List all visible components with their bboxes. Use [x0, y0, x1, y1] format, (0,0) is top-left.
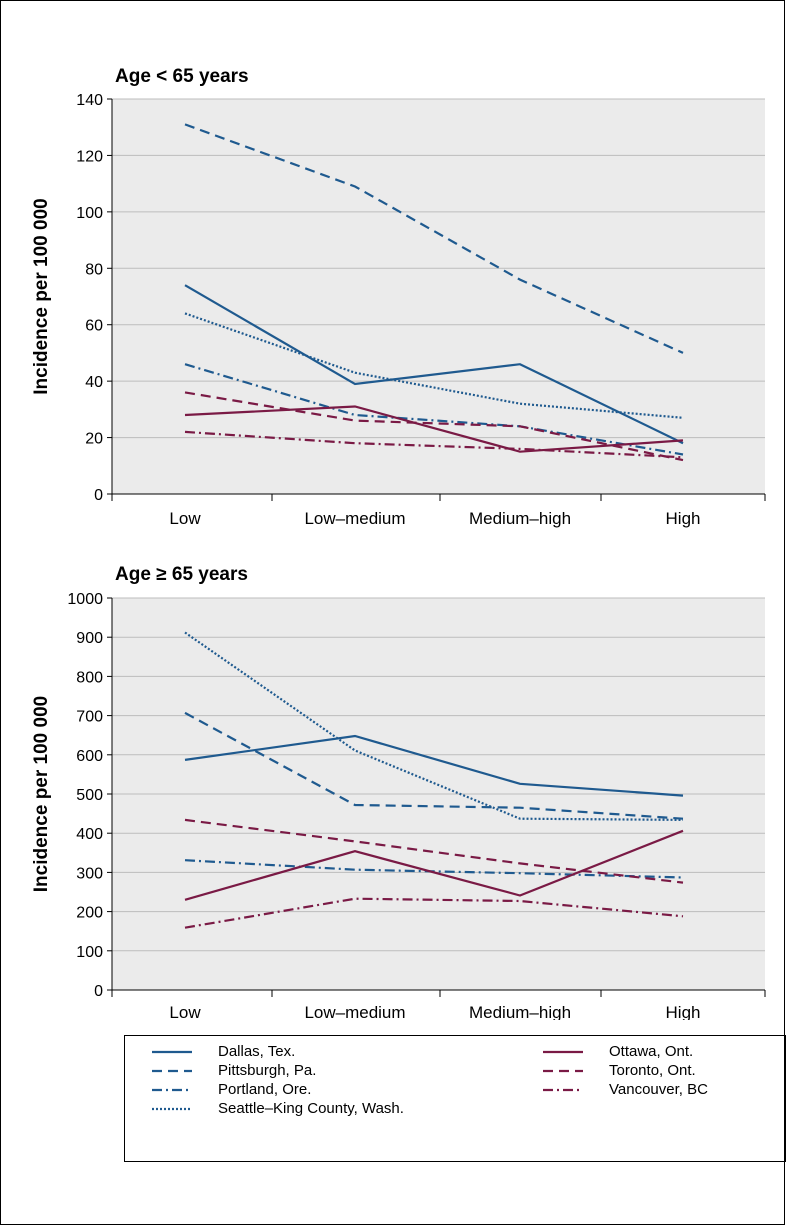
y-tick-label: 0: [94, 487, 103, 504]
series-line: [184, 897, 684, 929]
legend-swatch: [152, 1069, 192, 1073]
series-line: [184, 284, 684, 445]
y-tick-label: 100: [76, 205, 103, 222]
series-line: [184, 818, 684, 884]
y-tick-label: 800: [76, 669, 103, 686]
y-tick-label: 40: [85, 374, 103, 391]
y-tick-label: 1000: [67, 591, 103, 608]
y-axis-label: Incidence per 100 000: [31, 696, 52, 892]
y-tick-label: 60: [85, 318, 103, 335]
y-tick-label: 700: [76, 709, 103, 726]
chart-title: Age ≥ 65 years: [115, 564, 248, 585]
legend-swatch: [543, 1088, 583, 1092]
y-tick-label: 80: [85, 261, 103, 278]
series-line: [184, 363, 684, 456]
y-tick-label: 900: [76, 630, 103, 647]
legend-label: Dallas, Tex.: [218, 1043, 296, 1060]
series-line: [184, 829, 684, 901]
series-line: [184, 391, 684, 462]
figure-charts: 0 20 40 60 80 100 120 140 Low Low–medium Medium–hi…: [31, 66, 766, 1020]
x-tick-label: Medium–high: [469, 1003, 571, 1020]
series-line: [184, 405, 684, 453]
legend-swatch: [152, 1088, 192, 1092]
x-tick-label: Low–medium: [304, 1003, 405, 1020]
legend-swatch: [152, 1107, 192, 1111]
series-line: [184, 631, 684, 821]
chart-title: Age < 65 years: [115, 66, 249, 87]
series-line: [184, 711, 684, 820]
series-line: [184, 312, 684, 419]
legend-label: Seattle–King County, Wash.: [218, 1100, 404, 1117]
legend-label: Portland, Ore.: [218, 1081, 312, 1098]
x-tick-label: Low: [169, 509, 201, 528]
y-axis-label: Incidence per 100 000: [31, 198, 52, 394]
legend-swatch: [543, 1050, 583, 1054]
plot-area: [112, 99, 765, 494]
series-line: [184, 430, 684, 459]
series-line: [184, 734, 684, 797]
chart-panel: 0 100 200 300 400 500 600 700 800 900 1000 Low Low–m…: [31, 564, 766, 1020]
chart-panel: 0 20 40 60 80 100 120 140 Low Low–medium Medium–hi…: [31, 66, 766, 528]
legend: Dallas, Tex. Pittsburgh, Pa. Portland, O…: [124, 1035, 786, 1162]
legend-label: Ottawa, Ont.: [609, 1043, 694, 1060]
y-tick-label: 120: [76, 148, 103, 165]
x-tick-label: High: [666, 1003, 701, 1020]
legend-swatch: [543, 1069, 583, 1073]
y-tick-label: 200: [76, 905, 103, 922]
y-tick-label: 300: [76, 865, 103, 882]
x-tick-label: Low–medium: [304, 509, 405, 528]
series-line: [184, 123, 684, 354]
y-tick-label: 600: [76, 748, 103, 765]
x-tick-label: Low: [169, 1003, 201, 1020]
legend-label: Vancouver, BC: [609, 1081, 708, 1098]
y-tick-label: 500: [76, 787, 103, 804]
legend-swatch: [152, 1050, 192, 1054]
y-tick-label: 20: [85, 431, 103, 448]
x-tick-label: High: [666, 509, 701, 528]
y-tick-label: 400: [76, 826, 103, 843]
series-line: [184, 859, 684, 879]
y-tick-label: 100: [76, 944, 103, 961]
y-tick-label: 140: [76, 92, 103, 109]
legend-label: Pittsburgh, Pa.: [218, 1062, 317, 1079]
y-tick-label: 0: [94, 983, 103, 1000]
x-tick-label: Medium–high: [469, 509, 571, 528]
legend-label: Toronto, Ont.: [609, 1062, 696, 1079]
